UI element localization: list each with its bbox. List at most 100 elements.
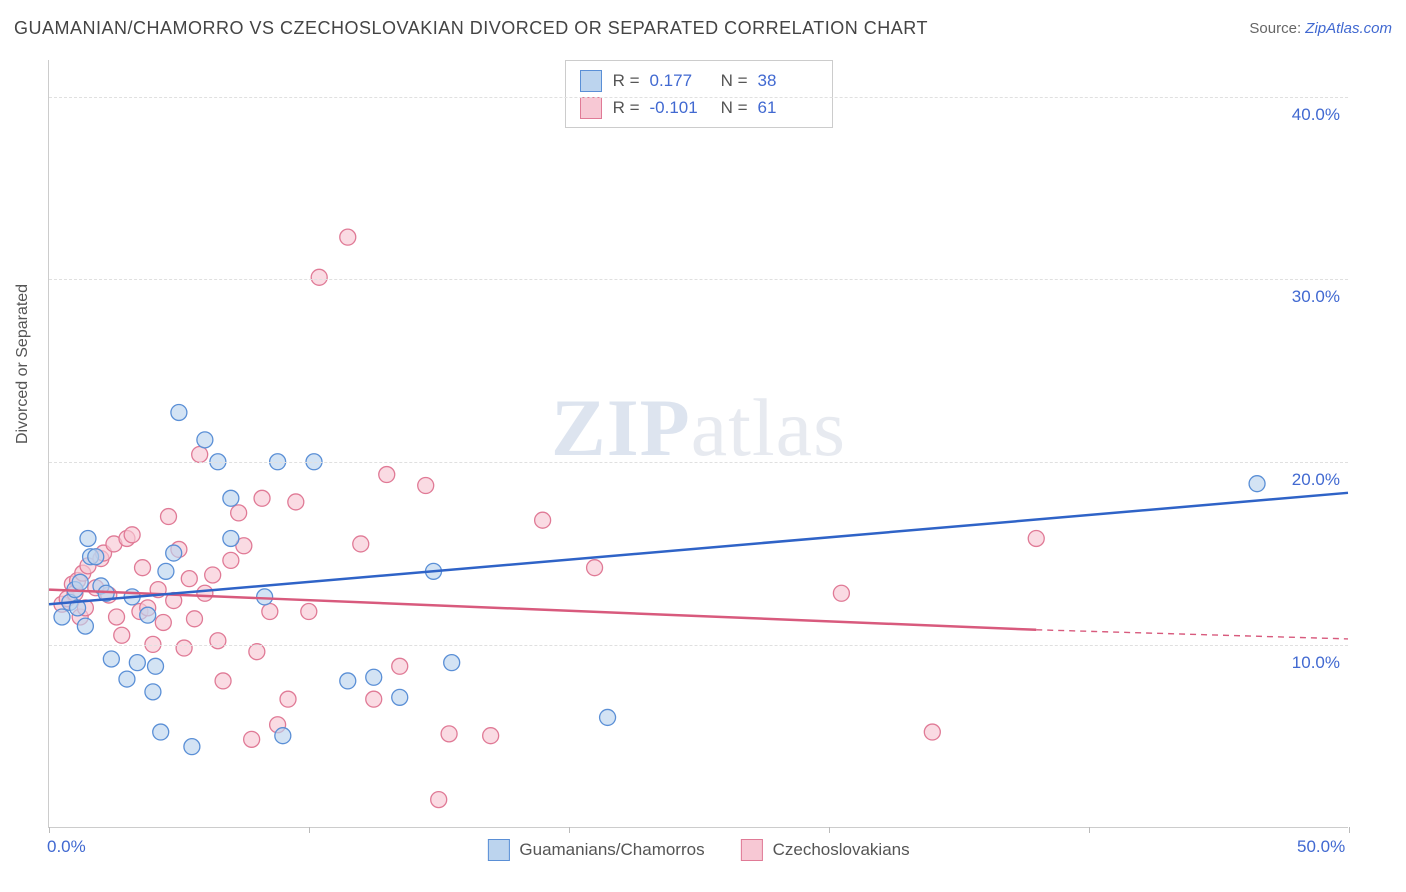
stats-box: R = 0.177 N = 38 R = -0.101 N = 61 (565, 60, 833, 128)
scatter-point (340, 229, 356, 245)
x-tick (49, 827, 50, 833)
scatter-point (161, 509, 177, 525)
scatter-point (114, 627, 130, 643)
scatter-point (215, 673, 231, 689)
scatter-point (379, 467, 395, 483)
legend-label-guam: Guamanians/Chamorros (519, 840, 704, 860)
scatter-point (366, 691, 382, 707)
n-value-guam: 38 (758, 67, 818, 94)
scatter-point (301, 604, 317, 620)
scatter-point (280, 691, 296, 707)
scatter-point (275, 728, 291, 744)
scatter-point (153, 724, 169, 740)
swatch-czech (580, 97, 602, 119)
scatter-point (353, 536, 369, 552)
legend-swatch-czech (741, 839, 763, 861)
scatter-point (288, 494, 304, 510)
scatter-point (366, 669, 382, 685)
scatter-point (181, 571, 197, 587)
scatter-point (80, 530, 96, 546)
r-label: R = (612, 94, 640, 121)
y-tick-label: 40.0% (1292, 105, 1340, 125)
plot-area: ZIPatlas R = 0.177 N = 38 R = -0.101 N =… (48, 60, 1348, 828)
scatter-point (103, 651, 119, 667)
chart-svg (49, 60, 1348, 827)
scatter-point (392, 689, 408, 705)
scatter-point (124, 527, 140, 543)
y-axis-label: Divorced or Separated (14, 284, 32, 444)
scatter-point (340, 673, 356, 689)
y-tick-label: 10.0% (1292, 653, 1340, 673)
x-tick (1349, 827, 1350, 833)
legend-label-czech: Czechoslovakians (773, 840, 910, 860)
r-value-guam: 0.177 (650, 67, 710, 94)
scatter-point (441, 726, 457, 742)
n-label: N = (720, 67, 748, 94)
r-value-czech: -0.101 (650, 94, 710, 121)
x-tick (309, 827, 310, 833)
source-prefix: Source: (1249, 20, 1305, 37)
legend-swatch-guam (487, 839, 509, 861)
scatter-point (176, 640, 192, 656)
scatter-point (392, 658, 408, 674)
scatter-point (587, 560, 603, 576)
swatch-guam (580, 70, 602, 92)
scatter-point (483, 728, 499, 744)
x-tick-label: 0.0% (47, 837, 86, 857)
scatter-point (1028, 530, 1044, 546)
scatter-point (205, 567, 221, 583)
r-label: R = (612, 67, 640, 94)
stats-row-guam: R = 0.177 N = 38 (580, 67, 818, 94)
scatter-point (833, 585, 849, 601)
scatter-point (140, 607, 156, 623)
scatter-point (158, 563, 174, 579)
scatter-point (254, 490, 270, 506)
scatter-point (223, 552, 239, 568)
scatter-point (535, 512, 551, 528)
legend-item-guam: Guamanians/Chamorros (487, 839, 704, 861)
scatter-point (231, 505, 247, 521)
scatter-point (184, 739, 200, 755)
scatter-point (444, 655, 460, 671)
scatter-point (186, 611, 202, 627)
grid-line (49, 462, 1348, 463)
scatter-point (311, 269, 327, 285)
grid-line (49, 645, 1348, 646)
scatter-point (210, 633, 226, 649)
stats-row-czech: R = -0.101 N = 61 (580, 94, 818, 121)
x-tick (1089, 827, 1090, 833)
scatter-point (119, 671, 135, 687)
scatter-point (109, 609, 125, 625)
scatter-point (262, 604, 278, 620)
x-tick-label: 50.0% (1297, 837, 1345, 857)
bottom-legend: Guamanians/Chamorros Czechoslovakians (487, 839, 909, 861)
grid-line (49, 279, 1348, 280)
n-label: N = (720, 94, 748, 121)
scatter-point (77, 618, 93, 634)
source-link[interactable]: ZipAtlas.com (1305, 20, 1392, 37)
x-tick (569, 827, 570, 833)
scatter-point (88, 549, 104, 565)
scatter-point (197, 585, 213, 601)
legend-item-czech: Czechoslovakians (741, 839, 910, 861)
scatter-point (135, 560, 151, 576)
scatter-point (1249, 476, 1265, 492)
scatter-point (418, 478, 434, 494)
scatter-point (145, 684, 161, 700)
scatter-point (129, 655, 145, 671)
scatter-point (197, 432, 213, 448)
y-tick-label: 30.0% (1292, 287, 1340, 307)
scatter-point (244, 731, 260, 747)
scatter-point (924, 724, 940, 740)
grid-line (49, 97, 1348, 98)
source-label: Source: ZipAtlas.com (1249, 20, 1392, 37)
scatter-point (155, 614, 171, 630)
y-tick-label: 20.0% (1292, 470, 1340, 490)
chart-title: GUAMANIAN/CHAMORRO VS CZECHOSLOVAKIAN DI… (14, 18, 928, 39)
scatter-point (166, 545, 182, 561)
scatter-point (431, 792, 447, 808)
x-tick (829, 827, 830, 833)
regression-line (1036, 630, 1348, 639)
scatter-point (148, 658, 164, 674)
scatter-point (600, 709, 616, 725)
